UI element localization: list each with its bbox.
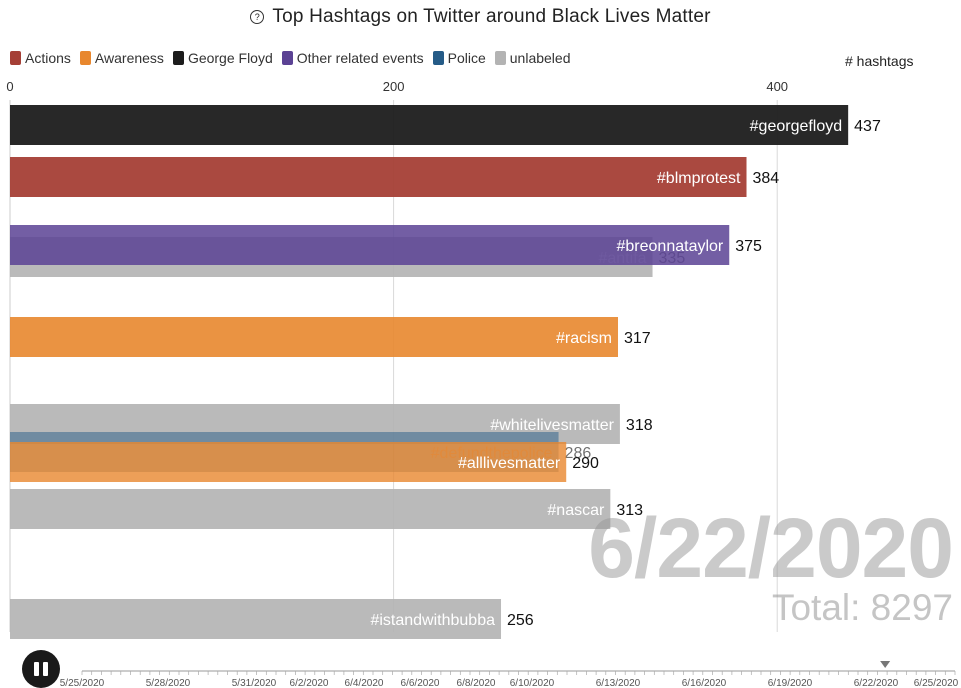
x-tick-label: 0 [6,79,13,94]
legend-item[interactable]: unlabeled [494,50,571,66]
chart-title-text: Top Hashtags on Twitter around Black Liv… [272,6,711,27]
bar-label: #alllivesmatter [458,455,561,472]
legend-swatch [172,51,184,65]
bar[interactable] [10,157,747,197]
bar-chart: 0200400#georgefloyd437#blmprotest384#ant… [6,79,881,639]
chart-title: ? Top Hashtags on Twitter around Black Li… [0,6,961,28]
bar-value: 318 [626,417,653,434]
bar-value: 313 [616,502,643,519]
legend-item[interactable]: Actions [10,50,71,66]
bar-label: #blmprotest [657,170,741,187]
bar-value: 256 [507,612,534,629]
legend-label: Actions [25,50,71,66]
timeline-date-label: 6/16/2020 [682,678,727,688]
legend-item[interactable]: Police [432,50,486,66]
bar[interactable] [10,317,619,357]
bar-label: #nascar [547,502,605,519]
timeline-date-label: 6/8/2020 [457,678,496,688]
legend-label: Other related events [296,50,424,66]
legend-swatch [494,51,506,65]
timeline-date-label: 6/4/2020 [345,678,384,688]
bar-label: #istandwithbubba [370,612,495,629]
timeline-date-label: 6/13/2020 [596,678,641,688]
legend-swatch [10,51,21,65]
bar-label: #whitelivesmatter [490,417,614,434]
bar-label: #breonnataylor [617,238,724,255]
bar-value: 290 [572,455,599,472]
legend-label: unlabeled [509,50,571,66]
timeline-date-label: 6/19/2020 [768,678,813,688]
legend-item[interactable]: Other related events [281,50,424,66]
legend-label: Police [447,50,486,66]
legend-label: Awareness [94,50,164,66]
timeline-date-label: 6/2/2020 [290,678,329,688]
timeline-slider[interactable]: 5/25/2020 5/28/2020 5/31/2020 6/2/2020 6/4/2… [0,655,961,688]
legend-label: George Floyd [187,50,273,66]
timeline-date-label: 6/22/2020 [854,678,899,688]
timeline-date-label: 6/10/2020 [510,678,555,688]
legend-item[interactable]: Awareness [79,50,164,66]
bar-value: 286 [565,445,592,462]
bar[interactable] [10,489,611,529]
timeline-date-label: 5/25/2020 [60,678,105,688]
pause-icon [43,662,48,676]
pause-button[interactable] [22,650,60,688]
timeline-date-label: 6/6/2020 [401,678,440,688]
bar-label: #racism [556,330,612,347]
help-icon[interactable]: ? [250,10,265,24]
bar-value: 317 [624,330,651,347]
current-date-watermark: 6/22/2020 [588,501,954,595]
x-tick-label: 200 [383,79,405,94]
total-count: Total: 8297 [771,587,953,628]
bar[interactable] [10,599,502,639]
legend-item[interactable]: George Floyd [172,50,273,66]
legend: Actions Awareness George Floyd Other relate… [10,50,571,66]
timeline-date-label: 5/31/2020 [232,678,277,688]
bar-value: 384 [753,170,780,187]
x-tick-label: 400 [766,79,788,94]
pause-icon [34,662,39,676]
legend-swatch [79,51,91,65]
bar[interactable] [10,105,849,145]
timeline-handle[interactable] [880,661,891,668]
bar[interactable] [10,442,567,482]
bar[interactable] [10,225,730,265]
timeline-date-label: 5/28/2020 [146,678,191,688]
timeline-date-label: 6/25/2020 [914,678,959,688]
unit-label: # hashtags [845,53,914,69]
bar-value: 437 [854,118,881,135]
bar-value: 375 [735,238,762,255]
legend-swatch [432,51,444,65]
legend-swatch [281,51,293,65]
bar-label: #georgefloyd [750,118,843,135]
